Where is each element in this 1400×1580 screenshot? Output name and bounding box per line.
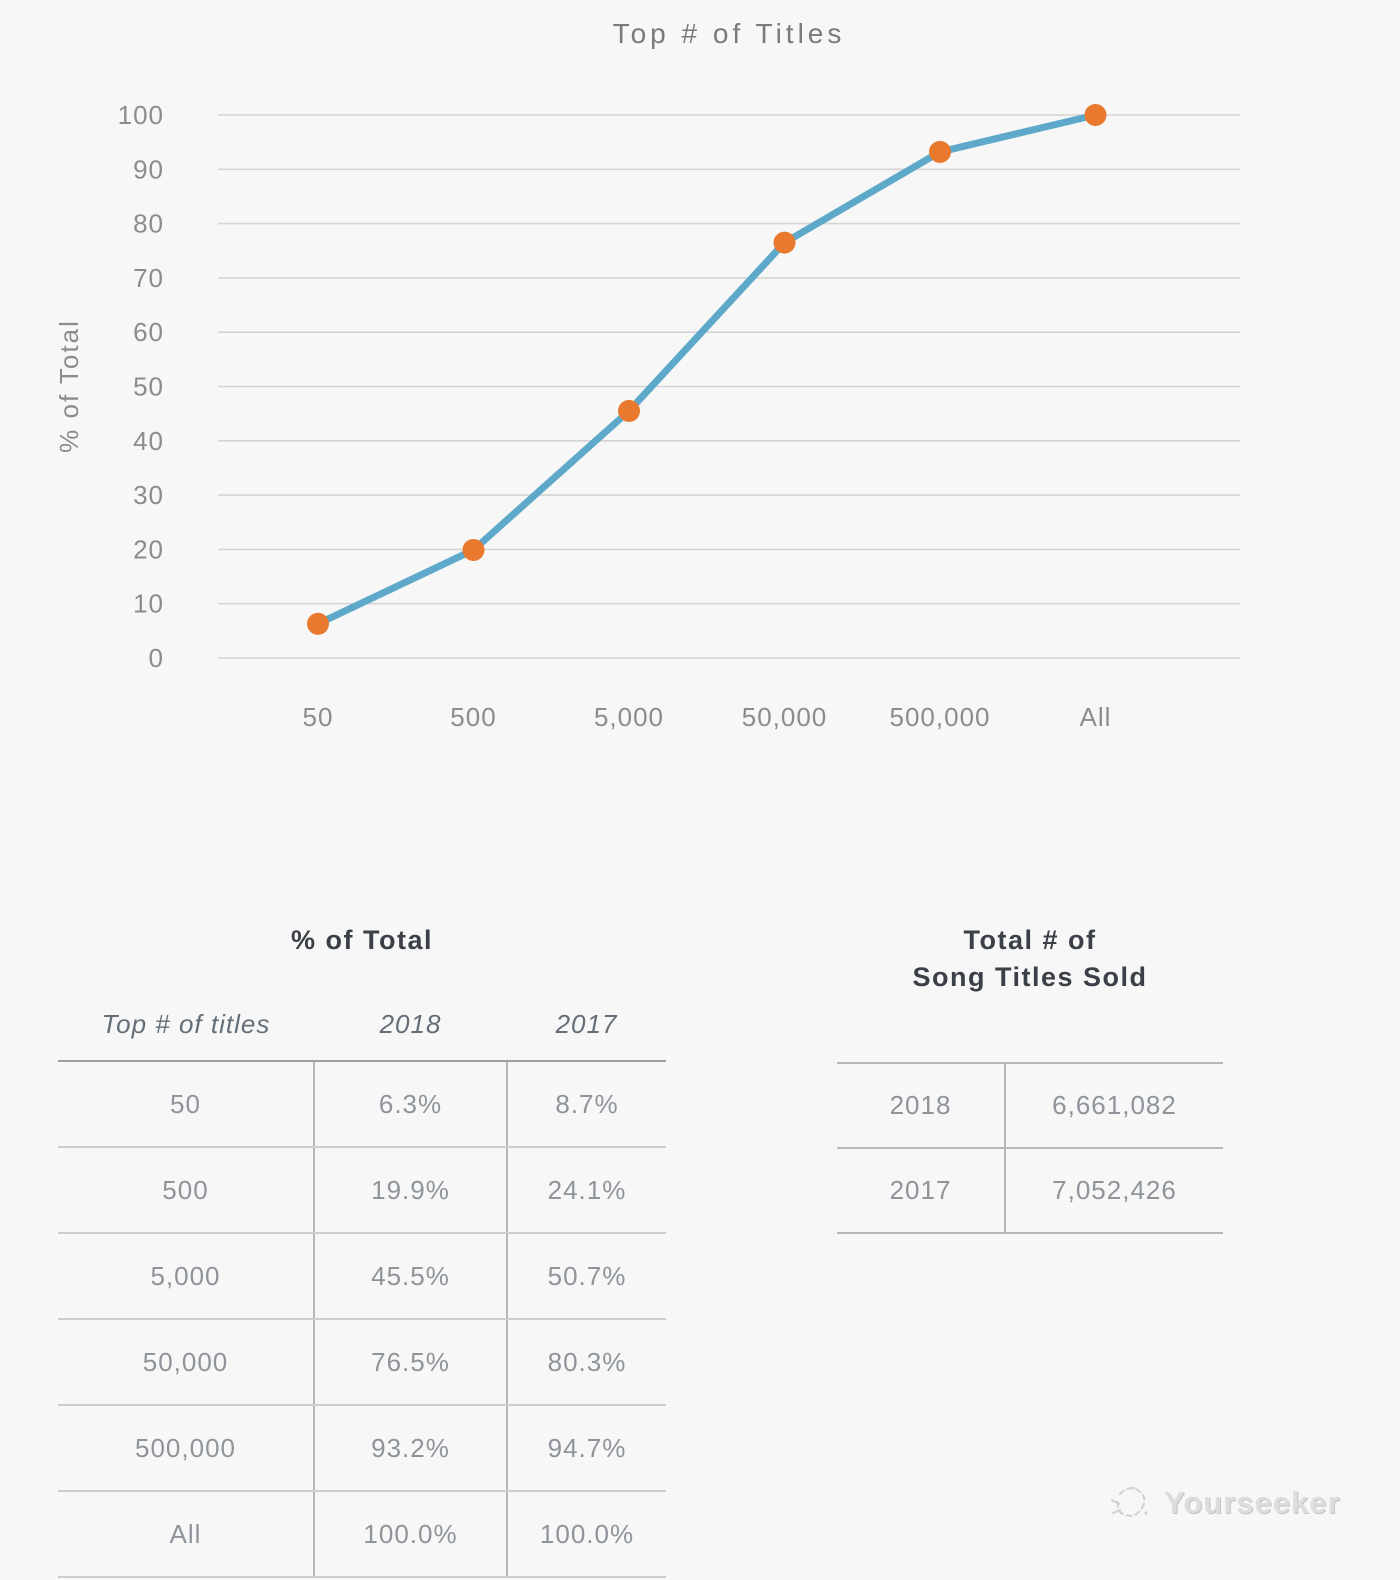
y-axis-title: % of Total (54, 319, 84, 453)
table-cell: 45.5% (313, 1233, 507, 1320)
table-cell: 6,661,082 (1004, 1063, 1223, 1149)
pct-table-column-header: Top # of titles (58, 988, 314, 1062)
table-cell: 93.2% (313, 1405, 507, 1492)
table-row: 50 6.3% 8.7% (58, 1061, 666, 1148)
x-tick-label: 5,000 (594, 702, 664, 732)
chart-title: Top # of Titles (612, 18, 846, 49)
trend-line (314, 111, 1099, 628)
pct-of-total-table: Top # of titles 2018 2017 50 6.3% 8.7% 500 19.… (58, 988, 666, 1578)
watermark-label: Yourseeker (1164, 1485, 1341, 1520)
table-cell: 76.5% (313, 1319, 507, 1406)
table-cell: 80.3% (506, 1319, 666, 1406)
song-titles-sold-table: 2018 6,661,082 2017 7,052,426 (837, 1062, 1223, 1234)
y-tick-label: 10 (133, 589, 164, 619)
data-point-marker (618, 399, 640, 422)
totals-table-title-line1: Total # of (963, 925, 1097, 955)
table-cell: 7,052,426 (1004, 1148, 1223, 1234)
table-cell: 50.7% (506, 1233, 666, 1320)
data-point-marker (307, 612, 329, 635)
table-row: 500 19.9% 24.1% (58, 1147, 666, 1234)
x-tick-label: All (1080, 702, 1112, 732)
data-point-marker (1084, 104, 1107, 126)
table-cell: 100.0% (313, 1491, 507, 1578)
table-cell: 24.1% (506, 1147, 666, 1234)
pct-table-column-header: 2017 (507, 988, 666, 1062)
pct-table-title: % of Total (291, 925, 433, 955)
data-point-marker (773, 231, 796, 254)
table-cell: 50 (58, 1061, 314, 1148)
pct-table-header-row: Top # of titles 2018 2017 (58, 988, 666, 1062)
table-row: 2018 6,661,082 (837, 1063, 1223, 1149)
table-cell: 100.0% (506, 1491, 666, 1578)
table-cell: 2017 (837, 1148, 1005, 1234)
table-cell: 5,000 (58, 1233, 314, 1320)
table-cell: 8.7% (506, 1061, 666, 1148)
table-row: 2017 7,052,426 (837, 1148, 1223, 1234)
table-cell: 500 (58, 1147, 314, 1234)
watermark: Yourseeker (1106, 1480, 1341, 1526)
y-tick-label: 80 (133, 209, 164, 239)
pct-table-column-header: 2018 (314, 988, 507, 1062)
data-point-marker (462, 538, 485, 561)
table-row: 50,000 76.5% 80.3% (58, 1319, 666, 1406)
x-tick-label: 50,000 (742, 702, 828, 732)
table-cell: 2018 (837, 1063, 1005, 1149)
table-cell: 19.9% (313, 1147, 507, 1234)
y-tick-label: 20 (133, 534, 164, 564)
x-tick-label: 500,000 (890, 702, 991, 732)
table-cell: All (58, 1491, 314, 1578)
x-tick-label: 500 (450, 702, 496, 732)
table-cell: 94.7% (506, 1405, 666, 1492)
y-tick-label: 50 (133, 372, 164, 402)
y-tick-label: 0 (149, 643, 164, 673)
table-cell: 50,000 (58, 1319, 314, 1406)
y-tick-label: 40 (133, 426, 164, 456)
line-chart: 0 10 20 30 40 50 60 70 80 90 100 % of Total 50 500 5,0… (54, 100, 1240, 732)
table-row: 5,000 45.5% 50.7% (58, 1233, 666, 1320)
table-cell: 500,000 (58, 1405, 314, 1492)
yourseeker-logo-icon (1111, 1486, 1148, 1517)
y-tick-label: 30 (133, 480, 164, 510)
table-row: All 100.0% 100.0% (58, 1491, 666, 1578)
totals-table-title: Total # of Song Titles Sold (837, 922, 1223, 996)
y-tick-label: 100 (118, 100, 164, 130)
y-tick-label: 60 (133, 317, 164, 347)
table-cell: 6.3% (313, 1061, 507, 1148)
data-point-marker (929, 140, 951, 163)
y-tick-label: 90 (133, 154, 164, 184)
y-tick-label: 70 (133, 263, 164, 293)
x-tick-label: 50 (303, 702, 334, 732)
table-row: 500,000 93.2% 94.7% (58, 1405, 666, 1492)
totals-table-title-line2: Song Titles Sold (912, 962, 1148, 992)
